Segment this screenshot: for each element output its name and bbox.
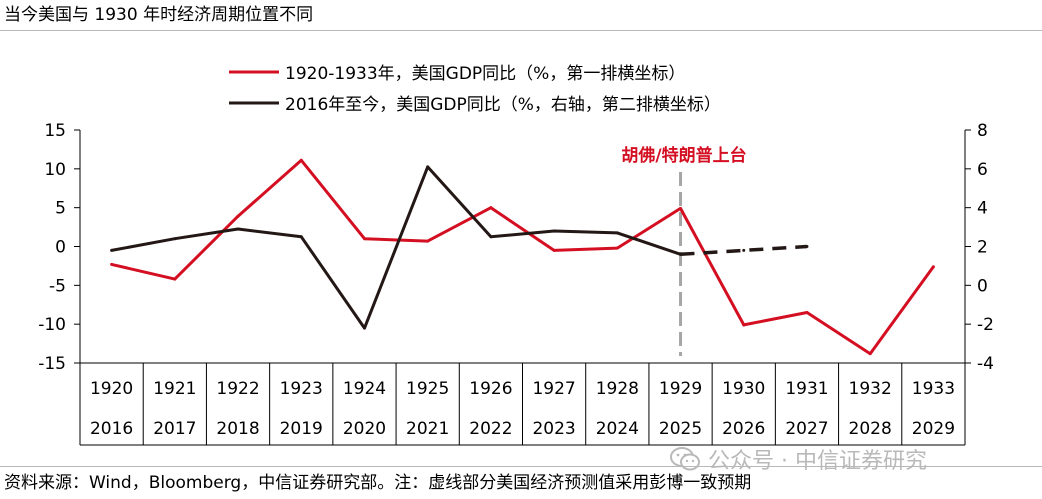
series-2-point [362, 326, 366, 330]
right-axis-tick-label: 4 [977, 199, 988, 219]
x-tick-label-row2: 2020 [343, 419, 386, 439]
series-2-point [552, 229, 556, 233]
x-tick-label-row1: 1926 [469, 379, 512, 399]
x-tick-label-row1: 1925 [406, 379, 449, 399]
x-tick-label-row1: 1928 [596, 379, 639, 399]
x-tick-label-row1: 1930 [722, 379, 765, 399]
source-divider [0, 466, 1042, 467]
series-1-point [805, 311, 809, 315]
series-1-point [299, 158, 303, 162]
series-2-line [111, 165, 681, 330]
series-1-line [111, 158, 935, 356]
series-2-forecast-point [679, 252, 683, 256]
x-tick-label-row1: 1933 [912, 379, 955, 399]
chart-title: 当今美国与 1930 年时经济周期位置不同 [4, 5, 314, 25]
x-tick-label-row2: 2029 [912, 419, 955, 439]
series-1-point [868, 352, 872, 356]
x-tick-label-row1: 1924 [343, 379, 386, 399]
left-axis-tick-label: 5 [55, 199, 66, 219]
series-1-point [173, 277, 177, 281]
series-2-forecast-line [680, 244, 808, 257]
series-1-point [489, 206, 493, 210]
left-axis-tick-label: -15 [38, 354, 66, 374]
series-2-forecast-point [805, 245, 809, 248]
source-note: 资料来源：Wind，Bloomberg，中信证券研究部。注：虚线部分美国经济预测… [4, 473, 752, 493]
x-tick-label-row2: 2025 [659, 419, 702, 439]
series-2-forecast-point [742, 248, 746, 252]
x-tick-label-row1: 1923 [280, 379, 323, 399]
x-tick-label-row2: 2018 [216, 419, 259, 439]
plot-area [110, 158, 935, 356]
series-1-point [110, 262, 114, 266]
left-axis-tick-label: 15 [44, 121, 66, 141]
x-tick-label-row2: 2024 [596, 419, 639, 439]
series-1-point [236, 214, 240, 218]
x-tick-label-row2: 2019 [280, 419, 323, 439]
x-tick-label-row1: 1929 [659, 379, 702, 399]
series-2-point [426, 165, 430, 169]
series-2-point [615, 231, 619, 235]
left-axis-tick-label: -10 [38, 315, 66, 335]
legend: 1920-1933年，美国GDP同比（%，第一排横坐标） 2016年至今，美国G… [229, 64, 721, 115]
series-1-point [615, 246, 619, 250]
series-2-point [489, 235, 493, 239]
title-divider [0, 30, 1042, 31]
right-axis-tick-label: 0 [977, 276, 988, 296]
x-tick-label-row2: 2028 [849, 419, 892, 439]
series-1-point [426, 239, 430, 243]
series-1-point [362, 237, 366, 241]
series-2-point [110, 248, 114, 252]
series-1-point [742, 323, 746, 327]
x-tick-label-row2: 2017 [153, 419, 196, 439]
x-tick-label-row1: 1920 [90, 379, 133, 399]
series-1-point [679, 206, 683, 210]
right-axis-tick-label: 2 [977, 238, 988, 258]
x-tick-label-row1: 1922 [216, 379, 259, 399]
wechat-icon [670, 447, 700, 471]
x-tick-label-row2: 2023 [532, 419, 575, 439]
x-tick-label-row1: 1921 [153, 379, 196, 399]
series-2-point [173, 237, 177, 241]
legend-label-series-1: 1920-1933年，美国GDP同比（%，第一排横坐标） [285, 64, 685, 84]
x-tick-label-row2: 2016 [90, 419, 133, 439]
left-axis-tick-label: 0 [55, 238, 66, 258]
x-tick-label-row1: 1927 [532, 379, 575, 399]
x-tick-label-row1: 1932 [849, 379, 892, 399]
legend-label-series-2: 2016年至今，美国GDP同比（%，右轴，第二排横坐标） [285, 95, 721, 115]
axes: 15 10 5 0 -5 -10 -15 8 6 4 2 0 -2 -4 1920 1921 1922 1923 1… [38, 121, 994, 446]
x-tick-label-row2: 2026 [722, 419, 765, 439]
left-axis-tick-label: 10 [44, 160, 66, 180]
left-axis-tick-label: -5 [49, 276, 66, 296]
series-2-point [236, 227, 240, 231]
x-tick-label-row2: 2027 [785, 419, 828, 439]
x-tick-label-row1: 1931 [785, 379, 828, 399]
series-1-point [552, 248, 556, 252]
x-tick-label-row2: 2021 [406, 419, 449, 439]
right-axis-tick-label: 6 [977, 160, 988, 180]
annotation-label: 胡佛/特朗普上台 [621, 145, 746, 166]
right-axis-tick-label: -2 [977, 315, 994, 335]
right-axis-tick-label: 8 [977, 121, 988, 141]
series-1-point [931, 265, 935, 269]
watermark: 公众号 · 中信证券研究 [670, 443, 927, 475]
line-chart: 15 10 5 0 -5 -10 -15 8 6 4 2 0 -2 -4 1920 1921 1922 1923 1… [38, 64, 994, 446]
x-tick-label-row2: 2022 [469, 419, 512, 439]
series-2-point [299, 235, 303, 239]
watermark-text: 公众号 · 中信证券研究 [708, 449, 927, 474]
right-axis-tick-label: -4 [977, 354, 994, 374]
